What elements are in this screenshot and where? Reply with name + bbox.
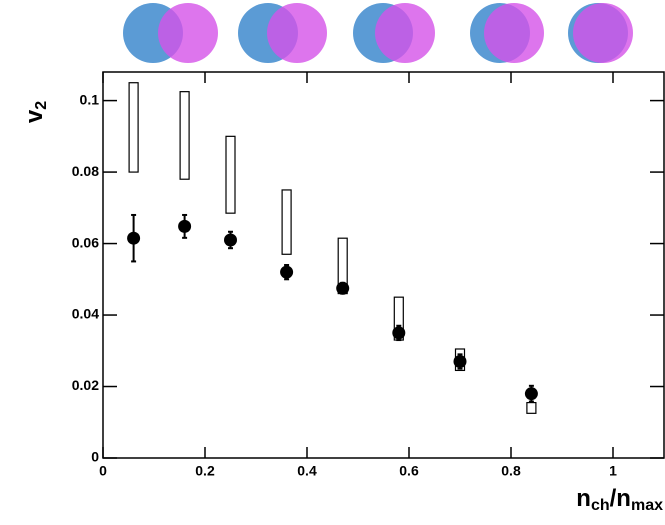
x-axis-label: nch/nmax bbox=[576, 485, 663, 514]
point bbox=[336, 281, 350, 295]
y-axis-label-part: 2 bbox=[33, 101, 50, 110]
overlap-icons bbox=[123, 3, 633, 63]
point bbox=[280, 265, 294, 279]
y-axis-label-part: v bbox=[21, 109, 48, 123]
icon-circle bbox=[158, 3, 218, 63]
point bbox=[178, 219, 192, 233]
x-tick-label: 0 bbox=[99, 463, 107, 479]
x-axis-label-part: /n bbox=[610, 485, 631, 512]
box bbox=[281, 189, 292, 255]
x-tick-label: 0.8 bbox=[501, 463, 521, 479]
x-tick-label: 0.2 bbox=[195, 463, 215, 479]
icon-circle bbox=[267, 3, 327, 63]
box bbox=[128, 82, 139, 173]
point bbox=[453, 355, 467, 368]
point bbox=[224, 233, 237, 247]
box bbox=[179, 91, 190, 180]
point bbox=[524, 387, 538, 401]
y-tick-label: 0.1 bbox=[80, 91, 100, 107]
x-tick-label: 0.4 bbox=[297, 463, 317, 479]
icon-circle bbox=[573, 3, 633, 63]
y-tick-label: 0.06 bbox=[72, 234, 99, 250]
x-tick-label: 1 bbox=[609, 463, 617, 479]
plot-frame bbox=[102, 71, 665, 459]
y-tick-label: 0 bbox=[91, 449, 99, 465]
point bbox=[127, 231, 141, 245]
y-axis-label: v2 bbox=[21, 101, 50, 123]
point bbox=[392, 326, 406, 340]
y-tick-label: 0.08 bbox=[72, 163, 99, 179]
x-axis-label-part: n bbox=[576, 485, 591, 512]
x-axis-label-part: max bbox=[631, 497, 663, 514]
icon-circle bbox=[375, 3, 435, 63]
box bbox=[526, 402, 537, 414]
icon-circle bbox=[484, 3, 544, 63]
y-tick-label: 0.02 bbox=[72, 377, 99, 393]
x-tick-label: 0.6 bbox=[399, 463, 419, 479]
y-tick-label: 0.04 bbox=[72, 306, 99, 322]
box bbox=[225, 135, 236, 214]
x-axis-label-part: ch bbox=[591, 497, 610, 514]
